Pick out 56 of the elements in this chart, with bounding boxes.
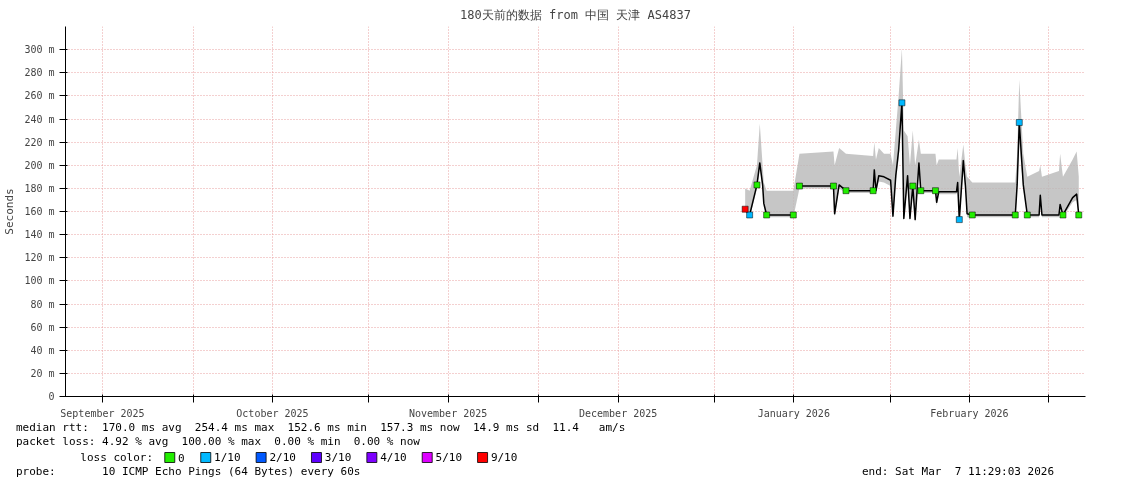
y-axis-title: Seconds (3, 188, 17, 235)
point (842, 187, 850, 194)
point (741, 205, 749, 213)
x-tick-label: November 2025 (408, 407, 488, 419)
y-tick-label: 80 m (30, 298, 55, 310)
point (790, 211, 797, 219)
y-tick-label: 220 m (24, 136, 55, 148)
x-tick-label: January 2026 (757, 407, 830, 419)
legend-label: 0 (178, 451, 185, 465)
y-tick-label: 0 (48, 391, 55, 402)
y-tick-label: 280 m (24, 67, 55, 79)
point (1024, 211, 1031, 219)
point (969, 211, 976, 219)
y-tick-label: 240 m (24, 113, 55, 125)
point (830, 182, 837, 190)
point (746, 211, 753, 219)
x-tick-label: October 2025 (236, 407, 309, 419)
point (1075, 211, 1083, 219)
text: median rtt: 170.0 ms avg 254.4 ms max 152.6 ms min 157.3 ms now 14.9 ms sd 11.4 am/s (16, 421, 626, 435)
legend-title: loss color: (80, 451, 154, 464)
point (932, 187, 939, 194)
point (898, 99, 906, 107)
point (753, 181, 761, 189)
x-tick-label: September 2025 (60, 407, 145, 419)
legend-label: 2/10 (269, 451, 296, 464)
text: end: Sat Mar 7 11:29:03 2026 (862, 465, 1055, 479)
y-tick-label: 260 m (24, 90, 55, 102)
text: packet loss: 4.92 % avg 100.00 % max 0.00 % min 0.00 % now (16, 435, 420, 449)
point (796, 182, 803, 190)
point (917, 187, 925, 194)
y-tick-label: 140 m (24, 229, 55, 241)
y-tick-label: 200 m (24, 159, 55, 171)
point (763, 211, 770, 219)
point (1012, 211, 1019, 219)
point (956, 216, 963, 223)
y-tick-label: 160 m (24, 206, 55, 217)
legend-label: 5/10 (435, 451, 463, 464)
x-tick-label: December 2025 (578, 407, 658, 419)
point (1059, 211, 1067, 219)
y-tick-label: 40 m (30, 344, 55, 356)
y-tick-label: 300 m (24, 44, 55, 56)
legend-label: 9/10 (490, 451, 518, 464)
y-tick-label: 180 m (24, 182, 55, 194)
y-tick-label: 20 m (30, 367, 55, 379)
legend-label: 1/10 (214, 451, 241, 464)
point (909, 182, 917, 190)
y-tick-label: 100 m (24, 275, 55, 287)
x-tick-label: February 2026 (930, 407, 1009, 419)
y-tick-label: 60 m (30, 321, 55, 333)
point (869, 187, 877, 194)
point (1016, 119, 1023, 126)
text: probe: 10 ICMP Echo Pings (64 Bytes) every 60s (16, 465, 361, 479)
y-tick-label: 120 m (24, 252, 55, 264)
legend-label: 4/10 (380, 451, 407, 464)
chart-title: 180天前的数据 from 中国 天津 AS4837 (460, 7, 691, 22)
legend-label: 3/10 (324, 451, 352, 464)
